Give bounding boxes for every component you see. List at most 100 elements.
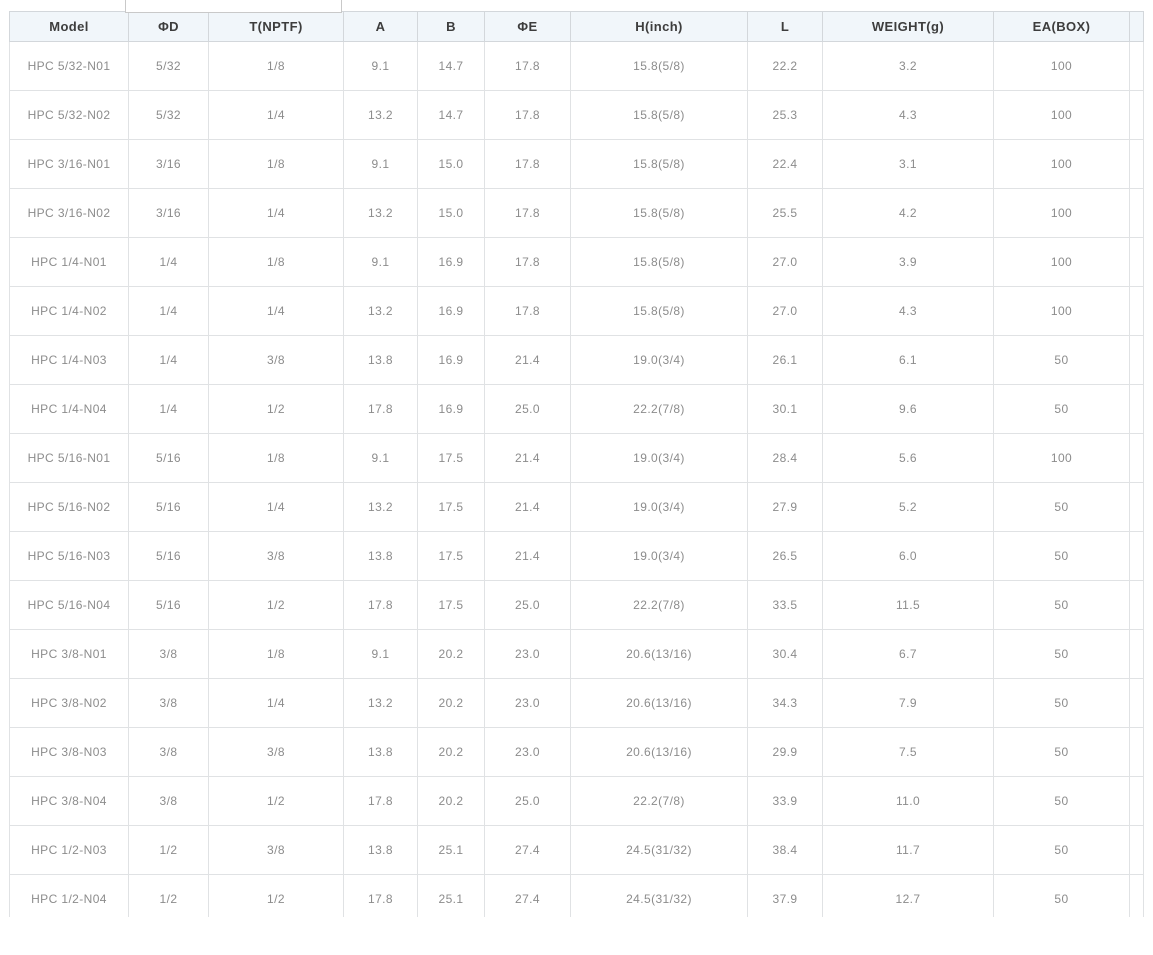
cell-weight: 9.6 (822, 384, 994, 434)
cell-h: 19.0(3/4) (570, 482, 748, 532)
cell-weight: 3.9 (822, 237, 994, 287)
cell-t: 3/8 (208, 727, 344, 777)
cell-weight: 3.1 (822, 139, 994, 189)
cell-t: 1/2 (208, 580, 344, 630)
cell-extra (1129, 433, 1144, 483)
table-row: HPC 5/16-N04 5/16 1/2 17.8 17.5 25.0 22.2(7/8)… (9, 580, 1144, 630)
cell-extra (1129, 580, 1144, 630)
cell-ea: 50 (993, 384, 1130, 434)
cell-h: 22.2(7/8) (570, 580, 748, 630)
cell-d: 3/8 (128, 727, 209, 777)
cell-b: 17.5 (417, 433, 485, 483)
cell-a: 13.2 (343, 188, 418, 238)
cell-extra (1129, 825, 1144, 875)
table-row: HPC 1/2-N04 1/2 1/2 17.8 25.1 27.4 24.5(31/32)… (9, 874, 1144, 917)
cell-model: HPC 3/16-N01 (9, 139, 129, 189)
cell-e: 17.8 (484, 139, 571, 189)
cell-h: 15.8(5/8) (570, 41, 748, 91)
cell-l: 22.4 (747, 139, 823, 189)
cell-b: 25.1 (417, 825, 485, 875)
spec-table-container: Model ΦD T(NPTF) A B ΦE H(inch) L WEIGHT(g) EA(BO… (9, 11, 1149, 917)
cell-extra (1129, 286, 1144, 336)
cell-d: 1/4 (128, 237, 209, 287)
cell-weight: 4.2 (822, 188, 994, 238)
cell-model: HPC 3/16-N02 (9, 188, 129, 238)
cell-a: 17.8 (343, 776, 418, 826)
cell-t: 1/8 (208, 41, 344, 91)
spec-table-header: Model ΦD T(NPTF) A B ΦE H(inch) L WEIGHT(g) EA(BO… (9, 11, 1144, 42)
cell-weight: 6.1 (822, 335, 994, 385)
cell-b: 15.0 (417, 139, 485, 189)
cell-b: 14.7 (417, 90, 485, 140)
cropped-input-box[interactable] (125, 0, 342, 13)
cell-h: 15.8(5/8) (570, 188, 748, 238)
cell-t: 1/4 (208, 286, 344, 336)
cell-d: 1/4 (128, 384, 209, 434)
cell-h: 19.0(3/4) (570, 433, 748, 483)
cell-weight: 6.7 (822, 629, 994, 679)
cell-d: 5/16 (128, 580, 209, 630)
cell-ea: 100 (993, 286, 1130, 336)
cell-weight: 11.5 (822, 580, 994, 630)
cell-l: 30.1 (747, 384, 823, 434)
table-row: HPC 3/16-N01 3/16 1/8 9.1 15.0 17.8 15.8(5/8) 2… (9, 139, 1144, 189)
cell-e: 23.0 (484, 727, 571, 777)
cell-b: 16.9 (417, 384, 485, 434)
cell-d: 5/16 (128, 482, 209, 532)
cell-l: 25.3 (747, 90, 823, 140)
cell-e: 27.4 (484, 874, 571, 917)
cell-h: 20.6(13/16) (570, 727, 748, 777)
table-row: HPC 1/2-N03 1/2 3/8 13.8 25.1 27.4 24.5(31/32)… (9, 825, 1144, 875)
cell-d: 1/4 (128, 335, 209, 385)
cell-b: 25.1 (417, 874, 485, 917)
cell-extra (1129, 335, 1144, 385)
cell-model: HPC 1/4-N02 (9, 286, 129, 336)
cell-d: 1/4 (128, 286, 209, 336)
cell-a: 9.1 (343, 139, 418, 189)
cell-t: 1/8 (208, 139, 344, 189)
cell-d: 3/8 (128, 678, 209, 728)
cell-e: 25.0 (484, 580, 571, 630)
cell-model: HPC 3/8-N03 (9, 727, 129, 777)
cell-l: 34.3 (747, 678, 823, 728)
cell-l: 28.4 (747, 433, 823, 483)
column-header-d: ΦD (128, 11, 209, 42)
cell-e: 21.4 (484, 433, 571, 483)
cell-l: 25.5 (747, 188, 823, 238)
cell-model: HPC 5/32-N01 (9, 41, 129, 91)
cell-ea: 50 (993, 727, 1130, 777)
cell-model: HPC 1/4-N01 (9, 237, 129, 287)
cell-h: 19.0(3/4) (570, 531, 748, 581)
cell-t: 3/8 (208, 531, 344, 581)
table-row: HPC 3/8-N01 3/8 1/8 9.1 20.2 23.0 20.6(13/16) 3… (9, 629, 1144, 679)
cell-model: HPC 1/4-N03 (9, 335, 129, 385)
cell-l: 37.9 (747, 874, 823, 917)
cell-extra (1129, 727, 1144, 777)
cell-h: 15.8(5/8) (570, 286, 748, 336)
cell-l: 33.5 (747, 580, 823, 630)
column-header-a: A (343, 11, 418, 42)
cell-ea: 100 (993, 41, 1130, 91)
cell-ea: 100 (993, 188, 1130, 238)
column-header-ea: EA(BOX) (993, 11, 1130, 42)
cell-b: 16.9 (417, 286, 485, 336)
cell-b: 20.2 (417, 727, 485, 777)
cell-model: HPC 5/16-N01 (9, 433, 129, 483)
cell-b: 17.5 (417, 531, 485, 581)
spec-table: Model ΦD T(NPTF) A B ΦE H(inch) L WEIGHT(g) EA(BO… (9, 11, 1144, 917)
cell-d: 1/2 (128, 825, 209, 875)
table-row: HPC 3/8-N02 3/8 1/4 13.2 20.2 23.0 20.6(13/16)… (9, 678, 1144, 728)
cell-weight: 7.9 (822, 678, 994, 728)
table-row: HPC 3/8-N04 3/8 1/2 17.8 20.2 25.0 22.2(7/8) 33… (9, 776, 1144, 826)
cell-d: 3/8 (128, 629, 209, 679)
cell-a: 17.8 (343, 384, 418, 434)
cell-b: 17.5 (417, 482, 485, 532)
cell-a: 13.8 (343, 825, 418, 875)
cell-t: 1/2 (208, 384, 344, 434)
cell-h: 19.0(3/4) (570, 335, 748, 385)
cell-t: 1/2 (208, 776, 344, 826)
cell-l: 38.4 (747, 825, 823, 875)
cell-h: 20.6(13/16) (570, 629, 748, 679)
cell-ea: 50 (993, 874, 1130, 917)
